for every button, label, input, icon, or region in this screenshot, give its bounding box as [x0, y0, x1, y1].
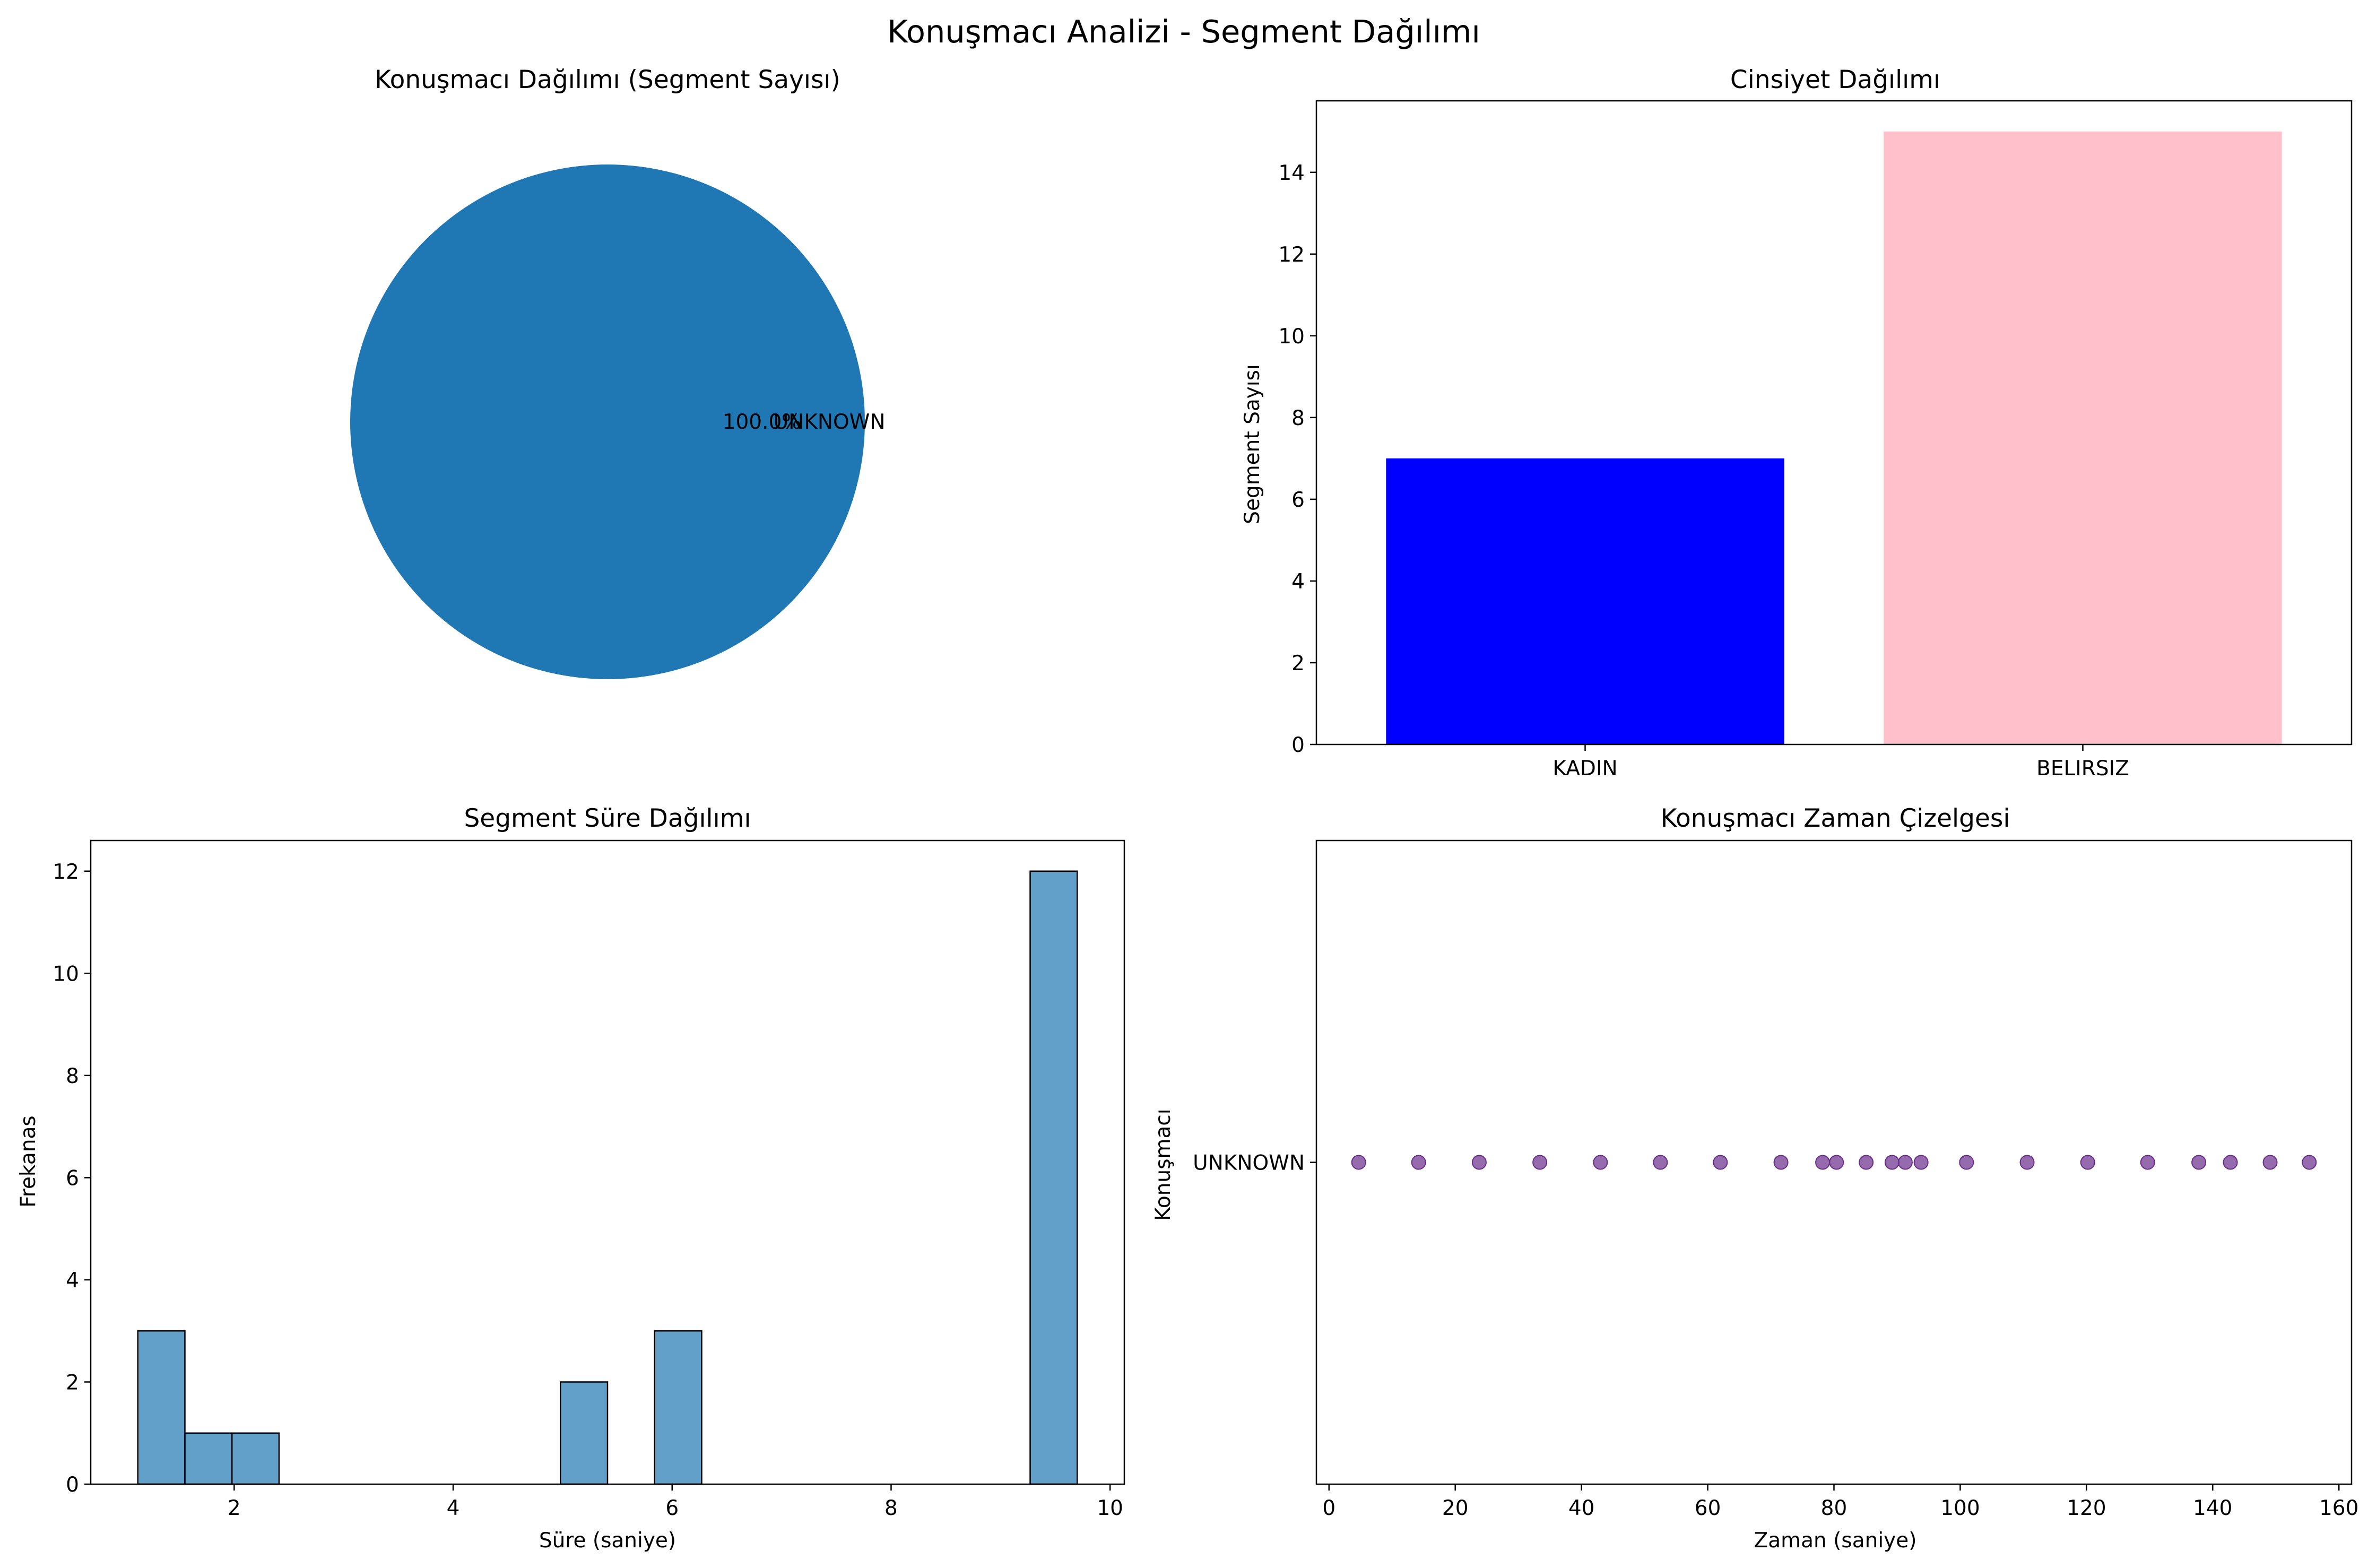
pie-slice	[350, 164, 865, 679]
timeline-point	[1653, 1155, 1668, 1170]
y-tick-label: 12	[53, 860, 79, 884]
x-tick-label: 6	[665, 1496, 679, 1520]
x-tick-label: 140	[2193, 1496, 2232, 1520]
pie-percent-label: 100.0%	[723, 410, 802, 434]
y-tick-label: 4	[66, 1269, 79, 1293]
timeline-point	[1411, 1155, 1426, 1170]
timeline-point	[2302, 1155, 2317, 1170]
histogram-bar	[184, 1432, 233, 1485]
timeline-point	[1884, 1155, 1899, 1170]
histogram-title: Segment Süre Dağılımı	[464, 804, 751, 833]
x-tick-label: BELIRSIZ	[2036, 757, 2129, 781]
plot-frame	[1315, 839, 2353, 1485]
x-tick-label: 40	[1568, 1496, 1595, 1520]
timeline-point	[1593, 1155, 1608, 1170]
histogram-bar	[560, 1381, 609, 1485]
y-tick-label: 8	[1291, 406, 1305, 430]
figure-title: Konuşmacı Analizi - Segment Dağılımı	[887, 13, 1480, 50]
plot-frame	[90, 839, 1125, 1485]
y-tick-label: UNKNOWN	[1193, 1151, 1305, 1175]
histogram-ylabel: Frekanas	[16, 1115, 40, 1208]
x-tick-label: 4	[447, 1496, 460, 1520]
y-tick-label: 10	[53, 962, 79, 986]
pie-panel: Konuşmacı Dağılımı (Segment Sayısı) UNKN…	[350, 65, 886, 679]
y-tick-label: 6	[1291, 488, 1305, 512]
x-tick-label: KADIN	[1552, 757, 1617, 781]
histogram-bar	[137, 1330, 186, 1485]
x-tick-label: 20	[1442, 1496, 1469, 1520]
timeline-ylabel: Konuşmacı	[1151, 1108, 1175, 1220]
x-tick-label: 10	[1097, 1496, 1123, 1520]
bar	[1386, 458, 1784, 744]
timeline-title: Konuşmacı Zaman Çizelgesi	[1661, 804, 2010, 833]
x-tick-label: 80	[1821, 1496, 1847, 1520]
timeline-point	[2223, 1155, 2238, 1170]
timeline-point	[2140, 1155, 2155, 1170]
x-tick-label: 160	[2319, 1496, 2358, 1520]
timeline-point	[1532, 1155, 1548, 1170]
timeline-panel: Konuşmacı Zaman Çizelgesi UNKNOWN 0 20 40 60…	[1151, 804, 2358, 1553]
timeline-point	[1713, 1155, 1728, 1170]
timeline-point	[1829, 1155, 1844, 1170]
timeline-point	[2019, 1155, 2035, 1170]
y-tick-label: 8	[66, 1064, 79, 1088]
timeline-point	[2080, 1155, 2095, 1170]
histogram-xlabel: Süre (saniye)	[539, 1529, 676, 1553]
timeline-point	[2262, 1155, 2278, 1170]
histogram-bar	[1029, 870, 1078, 1485]
y-tick-label: 4	[1291, 570, 1305, 594]
pie-title: Konuşmacı Dağılımı (Segment Sayısı)	[375, 65, 840, 94]
pie-slice-label: UNKNOWN	[774, 410, 886, 434]
y-tick-label: 6	[66, 1166, 79, 1190]
y-tick-label: 0	[1291, 733, 1305, 757]
y-tick-label: 12	[1278, 243, 1305, 267]
histogram-bar	[231, 1432, 280, 1485]
histogram-bar	[654, 1330, 702, 1485]
timeline-point	[1815, 1155, 1831, 1170]
y-tick-label: 0	[66, 1473, 79, 1497]
timeline-point	[1859, 1155, 1874, 1170]
y-tick-label: 2	[1291, 652, 1305, 675]
plot-frame	[1315, 100, 2353, 746]
x-tick-label: 2	[228, 1496, 241, 1520]
duration-histogram-panel: Segment Süre Dağılımı 2 4 6 8 10 0 2 4 6 8 10 12 Sü…	[16, 804, 1125, 1553]
x-tick-label: 0	[1322, 1496, 1335, 1520]
timeline-point	[1471, 1155, 1487, 1170]
timeline-point	[1897, 1155, 1913, 1170]
x-tick-label: 120	[2067, 1496, 2106, 1520]
timeline-point	[1773, 1155, 1789, 1170]
x-tick-label: 8	[884, 1496, 898, 1520]
y-tick-label: 2	[66, 1371, 79, 1394]
y-tick-label: 14	[1278, 161, 1305, 185]
gender-bar-ylabel: Segment Sayısı	[1241, 364, 1264, 524]
timeline-point	[2191, 1155, 2207, 1170]
timeline-point	[1351, 1155, 1366, 1170]
x-tick-label: 100	[1940, 1496, 1980, 1520]
bar	[1884, 131, 2282, 744]
timeline-point	[1913, 1155, 1929, 1170]
timeline-xlabel: Zaman (saniye)	[1754, 1529, 1917, 1553]
timeline-point	[1959, 1155, 1974, 1170]
x-tick-label: 60	[1695, 1496, 1721, 1520]
y-tick-label: 10	[1278, 325, 1305, 349]
gender-bar-title: Cinsiyet Dağılımı	[1730, 65, 1940, 94]
gender-bar-panel: Cinsiyet Dağılımı KADIN BELIRSIZ 0 2 4 6 8 10 12…	[1241, 65, 2353, 781]
